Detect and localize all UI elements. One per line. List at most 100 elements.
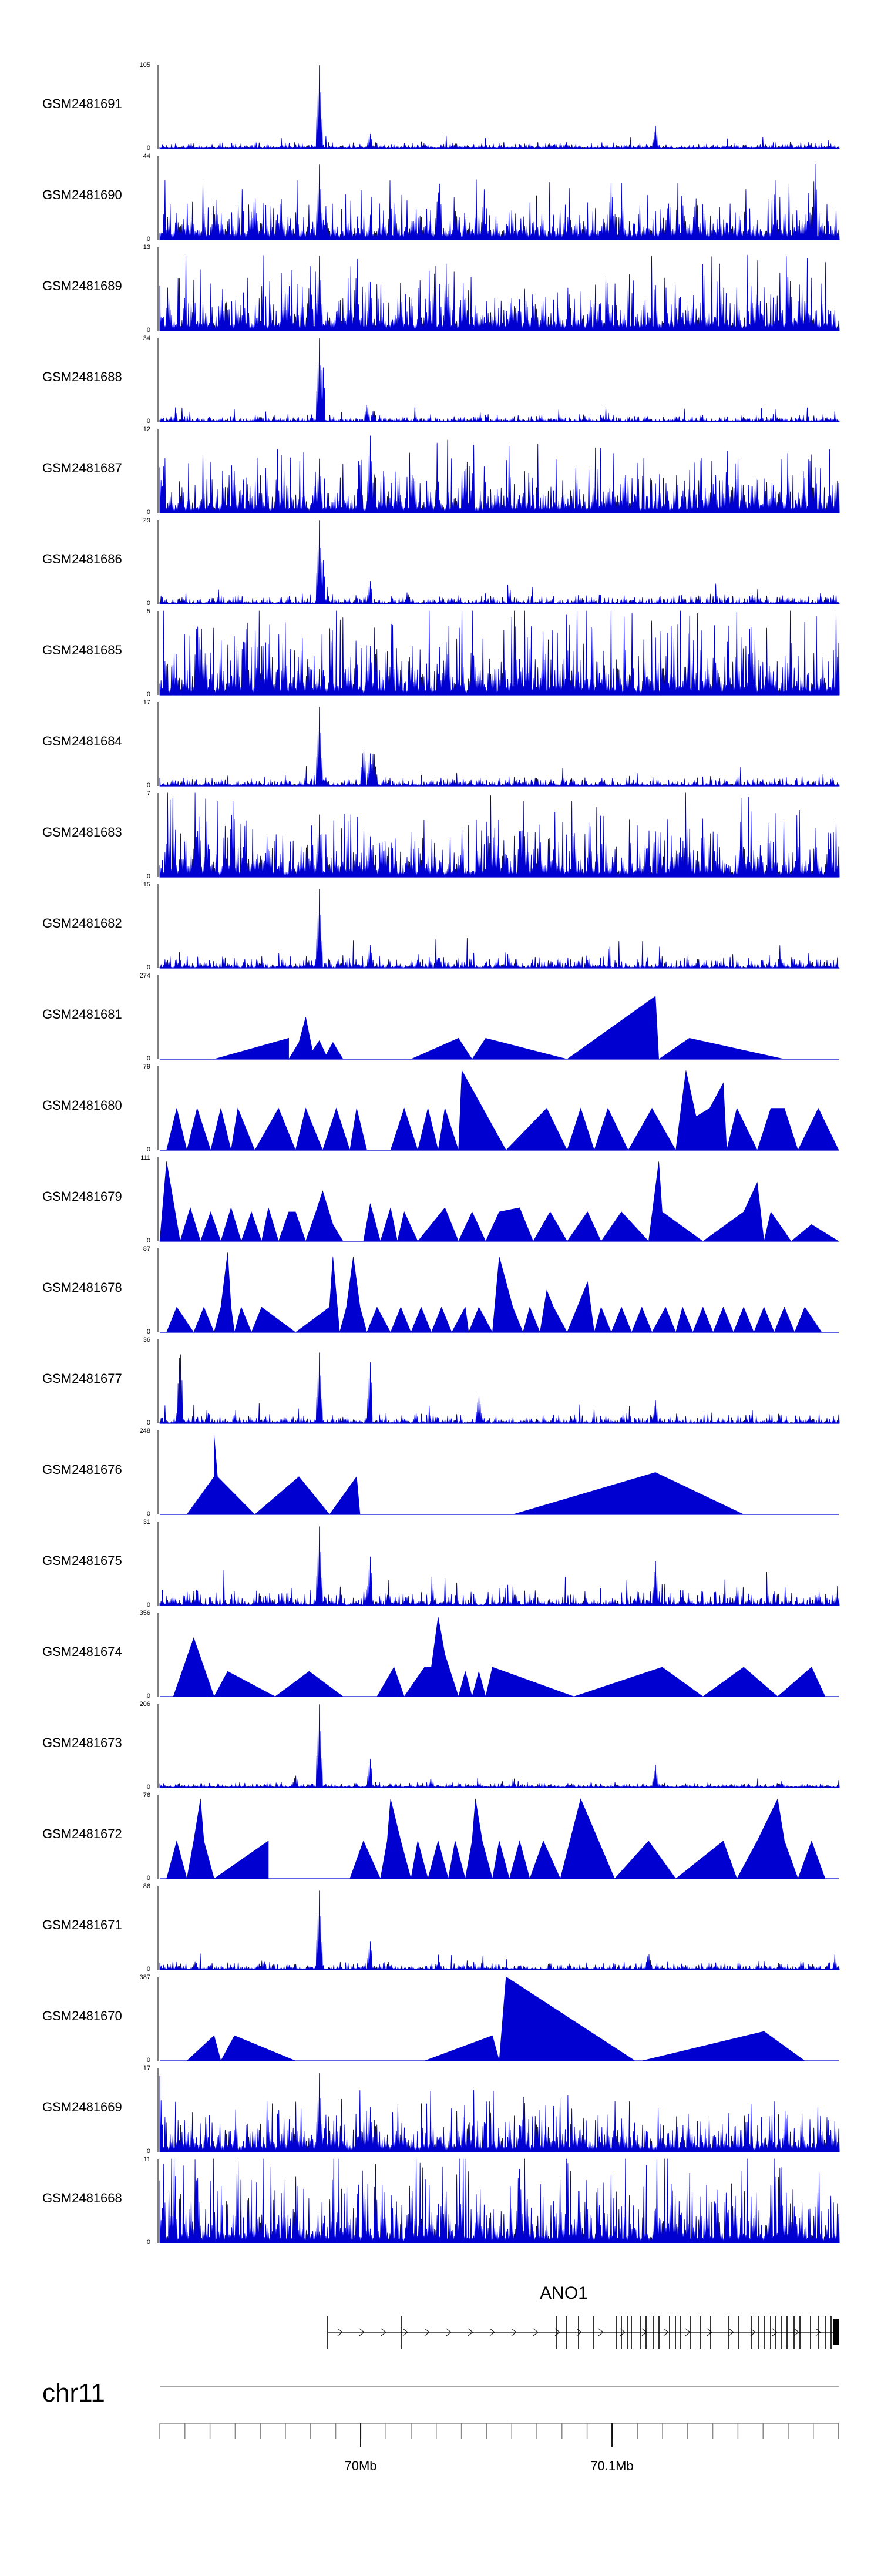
track-label: GSM2481674 [42,1644,122,1659]
gene-label: ANO1 [540,2283,588,2303]
gene-strand-arrow [337,2328,343,2336]
track-ymin-label: 0 [147,964,150,971]
track-GSM2481675: GSM2481675 31 0 [42,1519,840,1608]
track-ymax-label: 248 [140,1428,150,1435]
gene-strand-arrow [381,2328,386,2336]
gene-strand-arrow [446,2328,452,2336]
genome-axis: chr11 70Mb 70.1Mb [42,2379,839,2473]
track-label: GSM2481681 [42,1007,122,1022]
track-ymin-label: 0 [147,1055,150,1062]
track-ymin-label: 0 [147,1875,150,1882]
track-ymax-label: 11 [144,2156,150,2163]
track-GSM2481669: GSM2481669 17 0 [42,2065,840,2155]
track-GSM2481676: GSM2481676 248 0 [42,1428,839,1517]
track-label: GSM2481686 [42,552,122,566]
track-ymin-label: 0 [147,327,150,334]
track-ymin-label: 0 [147,1692,150,1700]
track-signal [159,2158,840,2243]
track-label: GSM2481673 [42,1735,122,1750]
track-ymax-label: 15 [143,881,150,888]
track-ymin-label: 0 [147,1237,150,1244]
gene-utr-block [833,2319,839,2345]
track-GSM2481672: GSM2481672 76 0 [42,1792,839,1882]
track-ymax-label: 29 [143,517,150,524]
track-ymax-label: 111 [140,1154,150,1161]
track-GSM2481682: GSM2481682 15 0 [42,881,840,971]
track-area [160,1976,839,2061]
track-signal [159,1526,840,1606]
gene-strand-arrow [815,2328,821,2336]
track-GSM2481679: GSM2481679 111 0 [42,1154,840,1244]
track-label: GSM2481679 [42,1189,122,1204]
track-area [160,1252,839,1334]
track-ymax-label: 86 [143,1883,150,1890]
track-area [160,996,839,1060]
track-ymax-label: 31 [143,1519,150,1526]
track-GSM2481678: GSM2481678 87 0 [42,1245,839,1335]
track-signal [159,1352,840,1424]
track-ymin-label: 0 [147,145,150,152]
gene-strand-arrow [598,2328,604,2336]
gene-strand-arrow [641,2328,647,2336]
track-signal [159,1704,840,1788]
track-signal [159,338,840,422]
track-label: GSM2481685 [42,643,122,657]
track-ymax-label: 7 [147,790,150,797]
track-label: GSM2481682 [42,916,122,931]
track-ymax-label: 105 [140,62,150,69]
track-ymin-label: 0 [147,1601,150,1608]
track-ymax-label: 36 [143,1336,150,1344]
track-GSM2481671: GSM2481671 86 0 [42,1883,840,1973]
track-signal [159,520,840,604]
track-label: GSM2481689 [42,278,122,293]
track-signal [159,163,840,240]
track-label: GSM2481675 [42,1553,122,1568]
track-ymin-label: 0 [147,691,150,698]
track-ymax-label: 17 [143,699,150,706]
gene-strand-arrow [707,2328,712,2336]
track-ymax-label: 356 [140,1610,150,1617]
track-label: GSM2481691 [42,96,122,111]
track-GSM2481688: GSM2481688 34 0 [42,335,840,425]
gene-strand-arrow [663,2328,669,2336]
track-GSM2481686: GSM2481686 29 0 [42,517,840,607]
track-signal [159,65,840,149]
track-signal [159,707,840,787]
track-ymax-label: 87 [143,1245,150,1252]
chromosome-label: chr11 [42,2379,105,2407]
track-GSM2481680: GSM2481680 79 0 [42,1063,839,1153]
track-GSM2481689: GSM2481689 13 0 [42,244,840,334]
track-ymin-label: 0 [147,236,150,243]
track-ymax-label: 34 [143,335,150,342]
track-GSM2481685: GSM2481685 5 0 [42,608,840,698]
gene-strand-arrow [359,2328,365,2336]
track-label: GSM2481672 [42,1826,122,1841]
track-GSM2481683: GSM2481683 7 0 [42,790,840,880]
track-label: GSM2481680 [42,1098,122,1113]
gene-strand-arrow [489,2328,495,2336]
gene-strand-arrow [728,2328,734,2336]
track-ymin-label: 0 [147,1328,150,1335]
track-label: GSM2481677 [42,1371,122,1386]
track-ymax-label: 206 [140,1701,150,1708]
gene-strand-arrow [772,2328,778,2336]
gene-strand-arrow [468,2328,473,2336]
track-ymin-label: 0 [147,873,150,880]
track-signal [159,792,840,878]
track-ymax-label: 17 [143,2065,150,2072]
track-GSM2481684: GSM2481684 17 0 [42,699,840,789]
track-GSM2481674: GSM2481674 356 0 [42,1610,839,1700]
track-label: GSM2481678 [42,1280,122,1295]
track-label: GSM2481687 [42,461,122,475]
track-signal [159,254,840,331]
gene-strand-arrow [793,2328,799,2336]
track-ymin-label: 0 [147,1146,150,1153]
track-GSM2481687: GSM2481687 12 0 [42,426,840,516]
track-GSM2481677: GSM2481677 36 0 [42,1336,840,1426]
gene-strand-arrow [424,2328,430,2336]
track-area [160,1798,839,1880]
track-label: GSM2481690 [42,187,122,202]
track-signal [159,435,840,513]
track-area [160,1617,839,1698]
track-ymax-label: 274 [140,972,150,979]
